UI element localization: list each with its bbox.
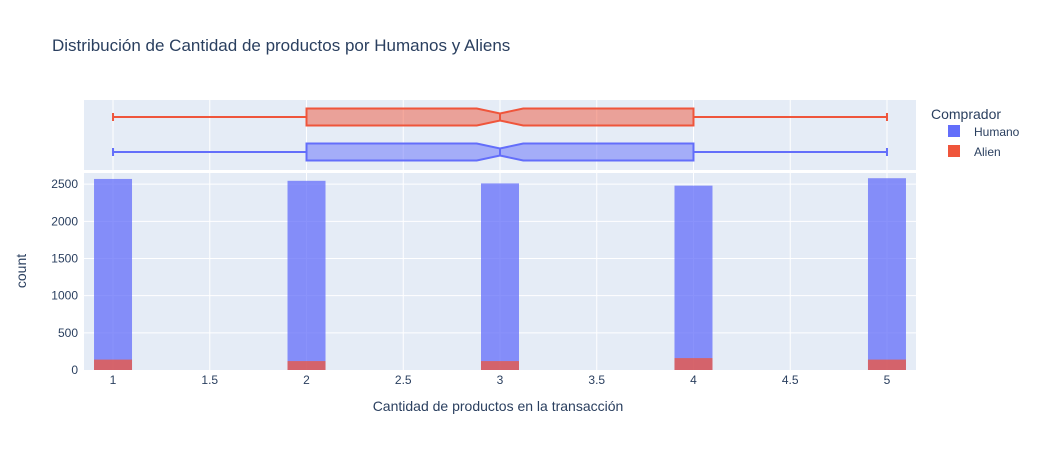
y-tick-label: 2500 bbox=[51, 177, 78, 191]
legend-swatch-humano[interactable] bbox=[948, 125, 960, 137]
legend-swatch-alien[interactable] bbox=[948, 145, 960, 157]
bar-humano bbox=[94, 178, 133, 370]
bar-alien bbox=[674, 358, 713, 370]
bar-alien bbox=[287, 361, 326, 370]
y-tick-label: 2000 bbox=[51, 214, 78, 228]
chart-title: Distribución de Cantidad de productos po… bbox=[52, 36, 510, 55]
x-tick-label: 2 bbox=[303, 373, 310, 387]
y-tick-label: 1500 bbox=[51, 251, 78, 265]
x-tick-label: 3.5 bbox=[588, 373, 605, 387]
x-tick-label: 5 bbox=[884, 373, 891, 387]
legend: Comprador Humano Alien bbox=[931, 106, 1020, 159]
x-tick-label: 2.5 bbox=[395, 373, 412, 387]
x-tick-label: 4.5 bbox=[782, 373, 799, 387]
x-axis-title: Cantidad de productos en la transacción bbox=[373, 398, 624, 414]
bar-humano bbox=[287, 180, 326, 370]
bar-humano bbox=[867, 178, 906, 370]
x-tick-label: 4 bbox=[690, 373, 697, 387]
legend-label-humano[interactable]: Humano bbox=[974, 125, 1020, 139]
bar-humano bbox=[674, 185, 713, 370]
y-tick-label: 0 bbox=[71, 363, 78, 377]
bar-alien bbox=[867, 359, 906, 370]
bar-alien bbox=[94, 359, 133, 370]
x-tick-label: 1.5 bbox=[201, 373, 218, 387]
x-tick-labels: 1 1.5 2 2.5 3 3.5 4 4.5 5 bbox=[110, 373, 891, 387]
bar-alien bbox=[481, 361, 519, 370]
boxplot-alien bbox=[112, 107, 888, 127]
boxplots-group bbox=[112, 107, 888, 162]
y-tick-labels: 0 500 1000 1500 2000 2500 bbox=[51, 177, 78, 377]
boxplot-humano bbox=[112, 142, 888, 162]
y-tick-label: 500 bbox=[58, 326, 78, 340]
legend-title: Comprador bbox=[931, 106, 1001, 122]
y-axis-title: count bbox=[13, 254, 29, 288]
bars-group bbox=[94, 178, 906, 370]
x-tick-label: 3 bbox=[497, 373, 504, 387]
bar-humano bbox=[481, 183, 519, 370]
x-tick-label: 1 bbox=[110, 373, 117, 387]
legend-label-alien[interactable]: Alien bbox=[974, 145, 1001, 159]
y-tick-label: 1000 bbox=[51, 289, 78, 303]
